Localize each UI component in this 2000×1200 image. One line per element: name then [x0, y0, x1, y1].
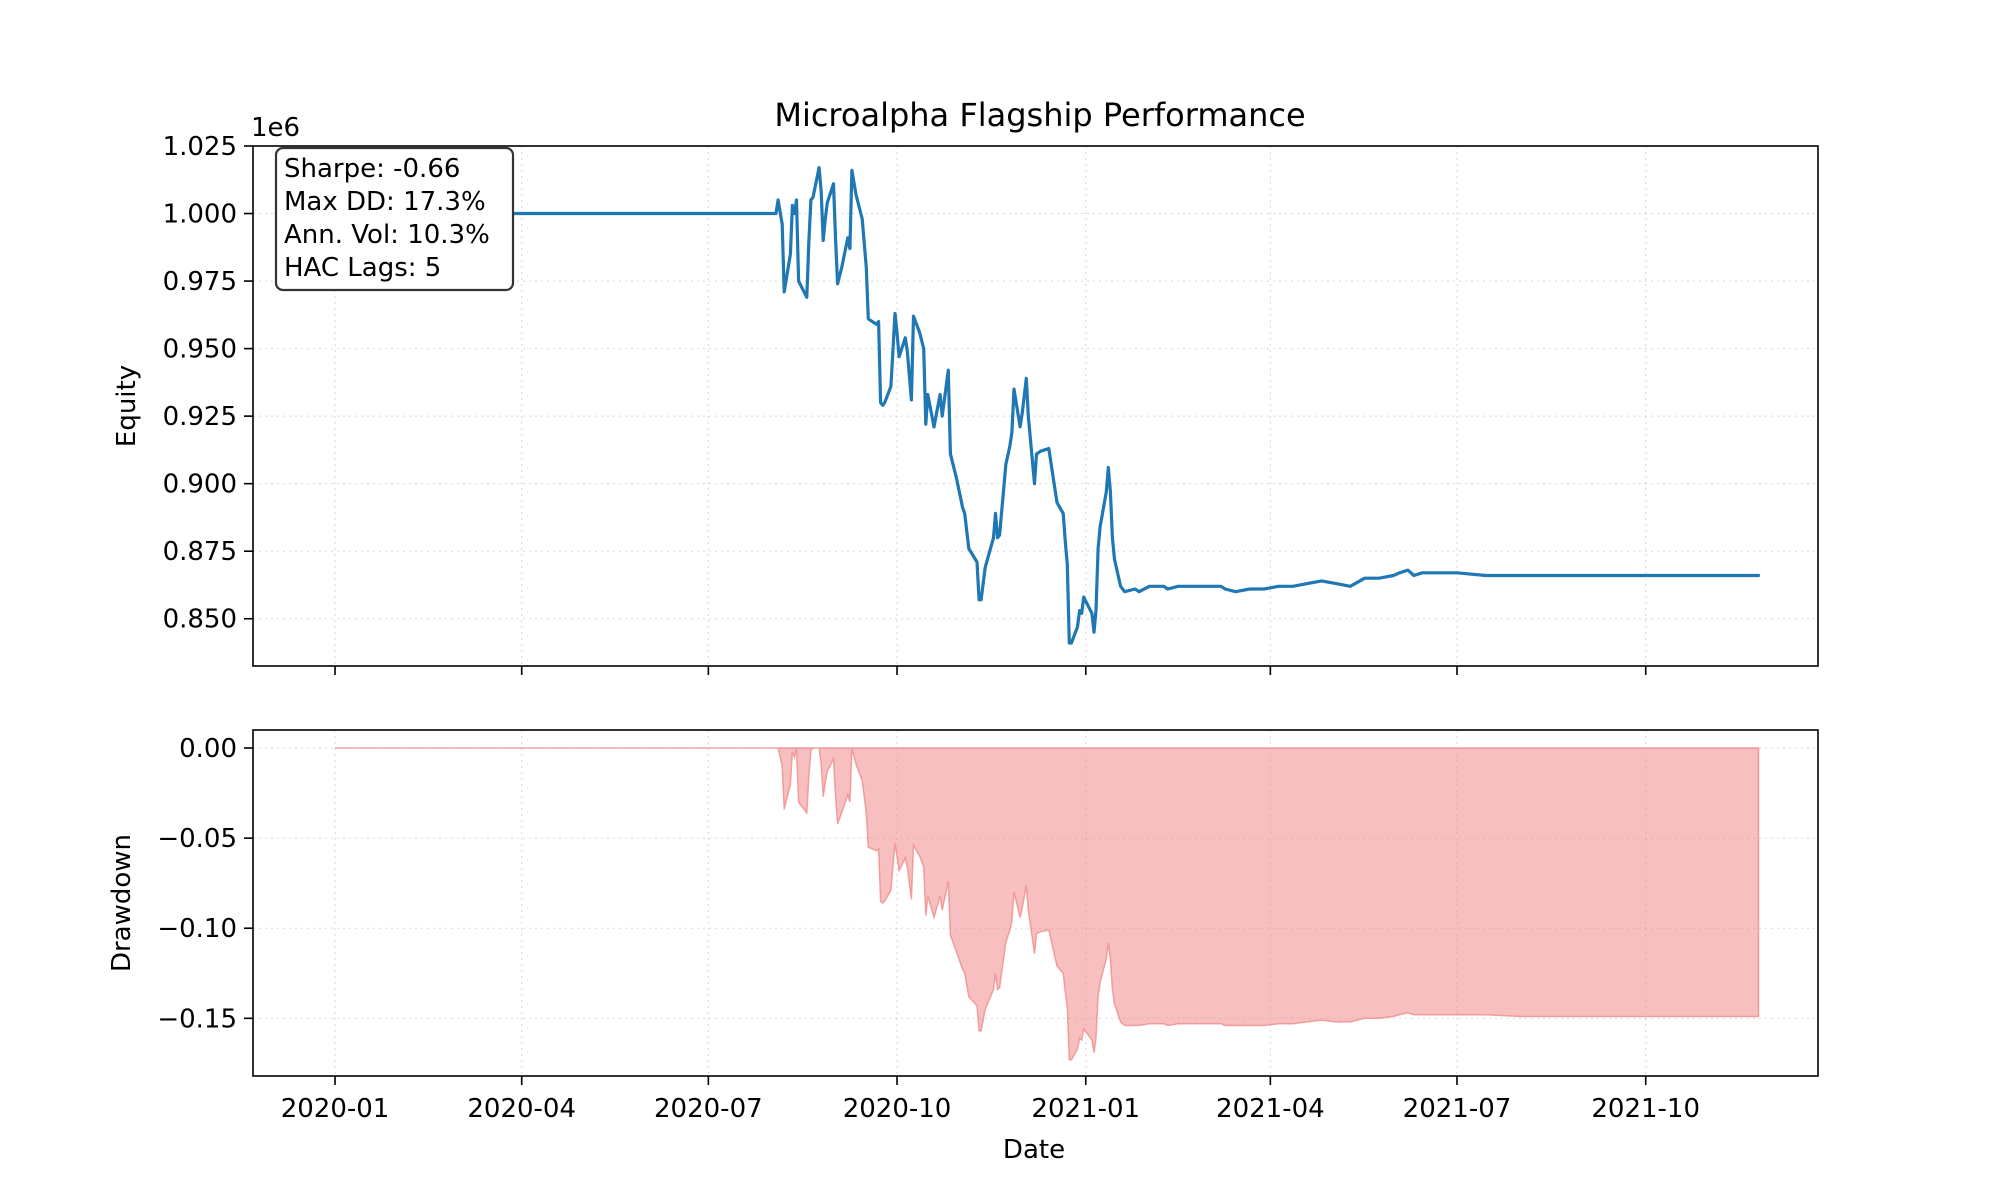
equity-x-ticks	[334, 666, 1647, 675]
equity-y-tick-label: 0.925	[163, 402, 237, 432]
equity-y-tick-label: 0.975	[163, 267, 237, 297]
drawdown-area	[335, 747, 1760, 1061]
drawdown-y-axis-label: Drawdown	[107, 834, 137, 972]
drawdown-x-tick-label: 2021-04	[1216, 1094, 1325, 1124]
equity-y-tick-label: 0.875	[163, 537, 237, 567]
drawdown-y-tick-label: −0.05	[157, 824, 237, 854]
drawdown-x-tick-label: 2020-04	[467, 1094, 576, 1124]
equity-panel: 0.850 0.875 0.900 0.925 0.950 0.975 1.000 1.025…	[112, 113, 1819, 675]
equity-gridlines	[253, 145, 1818, 666]
equity-y-tick-label: 1.025	[163, 132, 237, 162]
stats-sharpe: Sharpe: -0.66	[284, 154, 460, 184]
drawdown-x-tick-label: 2021-01	[1031, 1094, 1140, 1124]
equity-y-tick-label: 1.000	[163, 200, 237, 230]
drawdown-x-tick-label: 2021-07	[1403, 1094, 1512, 1124]
equity-offset-label: 1e6	[251, 113, 300, 143]
equity-y-tick-label: 0.850	[163, 605, 237, 635]
drawdown-y-tick-label: −0.10	[157, 914, 237, 944]
stats-max-dd: Max DD: 17.3%	[284, 187, 486, 217]
equity-y-ticks: 0.850 0.875 0.900 0.925 0.950 0.975 1.000 1.025	[163, 132, 253, 635]
chart-title: Microalpha Flagship Performance	[774, 96, 1305, 134]
equity-line	[333, 166, 1761, 645]
drawdown-x-ticks: 2020-01 2020-04 2020-07 2020-10 2021-01 2021-…	[281, 1076, 1700, 1124]
stats-ann-vol: Ann. Vol: 10.3%	[284, 220, 490, 250]
drawdown-x-tick-label: 2020-07	[654, 1094, 763, 1124]
equity-y-tick-label: 0.900	[163, 470, 237, 500]
drawdown-y-tick-label: 0.00	[179, 734, 237, 764]
equity-axes-frame	[252, 145, 1819, 667]
drawdown-x-tick-label: 2020-01	[281, 1094, 390, 1124]
drawdown-x-tick-label: 2021-10	[1591, 1094, 1700, 1124]
equity-y-axis-label: Equity	[112, 365, 142, 447]
stats-annotation: Sharpe: -0.66 Max DD: 17.3% Ann. Vol: 10…	[274, 146, 515, 292]
drawdown-axes-frame	[252, 729, 1819, 1077]
stats-hac-lags: HAC Lags: 5	[284, 253, 441, 283]
drawdown-x-axis-label: Date	[1003, 1135, 1065, 1165]
drawdown-y-ticks: 0.00 −0.05 −0.10 −0.15	[157, 734, 253, 1034]
drawdown-panel: 0.00−0.05−0.10−0.15 2020-01 2020-04 2020-0…	[107, 729, 1819, 1165]
drawdown-x-tick-label: 2020-10	[843, 1094, 952, 1124]
drawdown-y-tick-label: −0.15	[157, 1004, 237, 1034]
stats-box	[274, 146, 515, 292]
equity-y-tick-label: 0.950	[163, 335, 237, 365]
